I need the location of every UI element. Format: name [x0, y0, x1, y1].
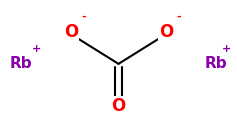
Text: O: O [159, 23, 173, 41]
Text: +: + [222, 44, 231, 54]
Text: Rb: Rb [204, 56, 227, 71]
Text: +: + [32, 44, 41, 54]
Text: -: - [82, 12, 87, 22]
Text: Rb: Rb [10, 56, 33, 71]
Text: O: O [111, 97, 126, 115]
Text: O: O [64, 23, 78, 41]
Text: -: - [177, 12, 181, 22]
